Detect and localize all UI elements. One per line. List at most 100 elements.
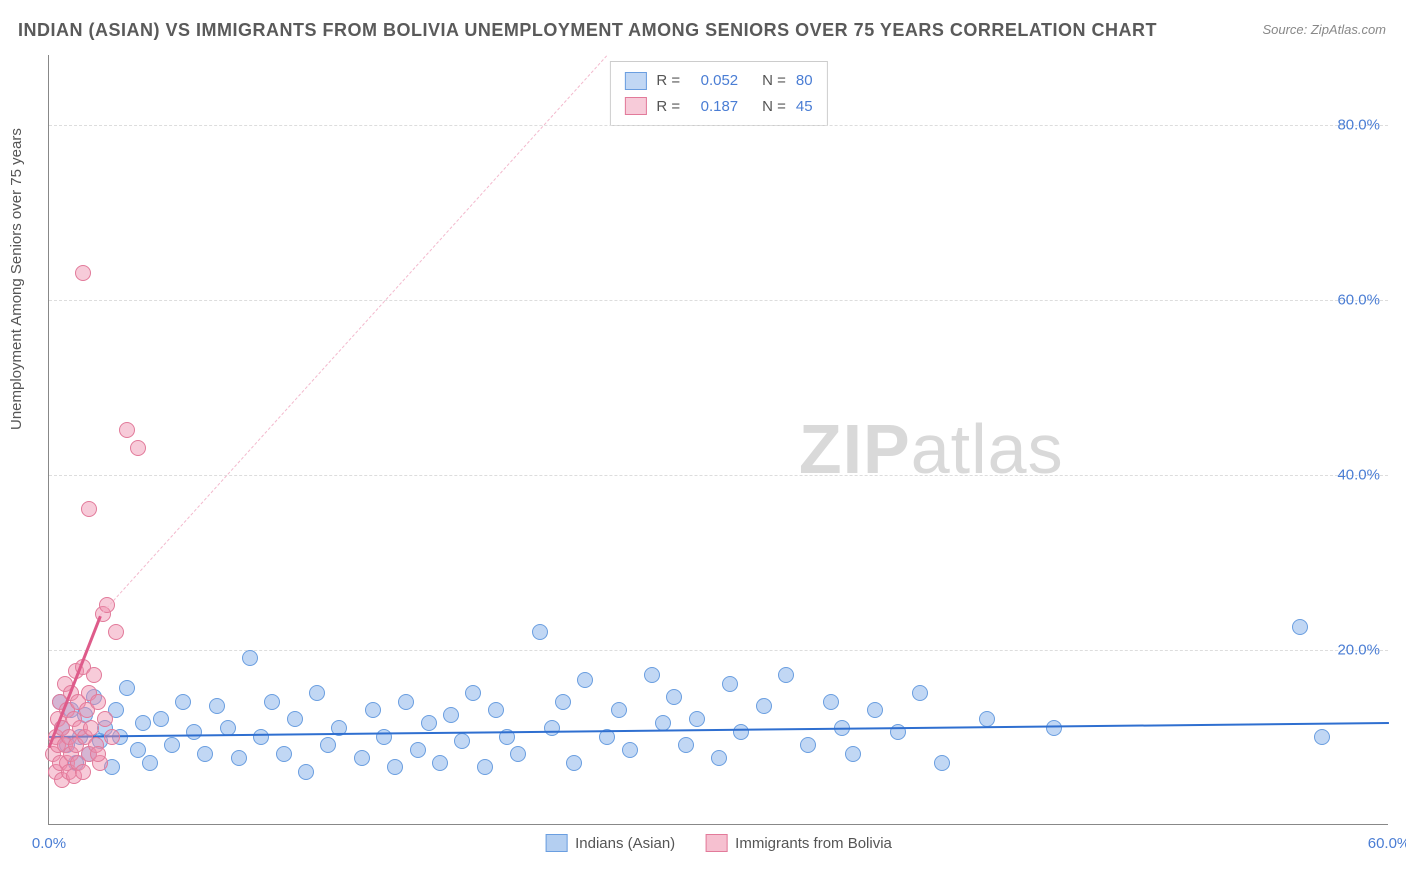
legend-r-value: 0.187 [690, 94, 738, 120]
data-point [142, 755, 158, 771]
data-point [135, 715, 151, 731]
data-point [532, 624, 548, 640]
data-point [90, 746, 106, 762]
data-point [465, 685, 481, 701]
data-point [644, 667, 660, 683]
data-point [867, 702, 883, 718]
data-point [555, 694, 571, 710]
data-point [566, 755, 582, 771]
legend-row: R = 0.052 N = 80 [624, 68, 812, 94]
legend-n-label: N = [762, 94, 786, 120]
data-point [800, 737, 816, 753]
data-point [611, 702, 627, 718]
trend-line [49, 722, 1389, 738]
legend-swatch [705, 834, 727, 852]
data-point [778, 667, 794, 683]
data-point [979, 711, 995, 727]
series-legend: Indians (Asian) Immigrants from Bolivia [545, 834, 892, 852]
data-point [510, 746, 526, 762]
legend-item: Immigrants from Bolivia [705, 834, 892, 852]
data-point [175, 694, 191, 710]
data-point [365, 702, 381, 718]
legend-swatch [624, 97, 646, 115]
legend-r-value: 0.052 [690, 68, 738, 94]
data-point [912, 685, 928, 701]
y-tick-label: 40.0% [1337, 467, 1380, 484]
data-point [622, 742, 638, 758]
data-point [733, 724, 749, 740]
data-point [544, 720, 560, 736]
legend-r-label: R = [656, 68, 680, 94]
data-point [231, 750, 247, 766]
data-point [443, 707, 459, 723]
data-point [186, 724, 202, 740]
data-point [130, 440, 146, 456]
legend-row: R =0.187N =45 [624, 94, 812, 120]
data-point [387, 759, 403, 775]
legend-item: Indians (Asian) [545, 834, 675, 852]
data-point [264, 694, 280, 710]
data-point [75, 265, 91, 281]
data-point [1292, 619, 1308, 635]
data-point [454, 733, 470, 749]
correlation-legend: R = 0.052 N = 80R = 0.187 N = 45 [609, 61, 827, 126]
data-point [298, 764, 314, 780]
x-tick-label: 60.0% [1368, 835, 1406, 852]
data-point [197, 746, 213, 762]
gridline [49, 300, 1388, 301]
data-point [209, 698, 225, 714]
data-point [86, 667, 102, 683]
trend-line [100, 55, 608, 616]
data-point [678, 737, 694, 753]
data-point [164, 737, 180, 753]
legend-n-value: 45 [796, 94, 813, 120]
data-point [410, 742, 426, 758]
data-point [845, 746, 861, 762]
y-axis-label: Unemployment Among Seniors over 75 years [8, 128, 25, 430]
data-point [97, 711, 113, 727]
data-point [689, 711, 705, 727]
source-attribution: Source: ZipAtlas.com [1262, 22, 1386, 37]
data-point [722, 676, 738, 692]
data-point [75, 764, 91, 780]
legend-label: Indians (Asian) [575, 835, 675, 852]
y-tick-label: 80.0% [1337, 117, 1380, 134]
data-point [421, 715, 437, 731]
data-point [398, 694, 414, 710]
legend-n-label: N = [762, 68, 786, 94]
data-point [153, 711, 169, 727]
legend-swatch [624, 72, 646, 90]
data-point [432, 755, 448, 771]
legend-label: Immigrants from Bolivia [735, 835, 892, 852]
data-point [287, 711, 303, 727]
y-tick-label: 60.0% [1337, 292, 1380, 309]
data-point [242, 650, 258, 666]
legend-swatch [545, 834, 567, 852]
gridline [49, 475, 1388, 476]
data-point [756, 698, 772, 714]
data-point [253, 729, 269, 745]
data-point [934, 755, 950, 771]
data-point [823, 694, 839, 710]
data-point [81, 501, 97, 517]
y-tick-label: 20.0% [1337, 642, 1380, 659]
data-point [711, 750, 727, 766]
data-point [119, 422, 135, 438]
data-point [119, 680, 135, 696]
data-point [477, 759, 493, 775]
data-point [577, 672, 593, 688]
watermark: ZIPatlas [799, 409, 1064, 489]
gridline [49, 125, 1388, 126]
data-point [488, 702, 504, 718]
data-point [90, 694, 106, 710]
data-point [1314, 729, 1330, 745]
data-point [309, 685, 325, 701]
legend-n-value: 80 [796, 68, 813, 94]
data-point [108, 624, 124, 640]
chart-title: INDIAN (ASIAN) VS IMMIGRANTS FROM BOLIVI… [18, 20, 1157, 41]
data-point [354, 750, 370, 766]
data-point [666, 689, 682, 705]
scatter-chart: ZIPatlas R =0.052N =80R =0.187N =45 Indi… [48, 55, 1388, 825]
x-tick-label: 0.0% [32, 835, 66, 852]
data-point [1046, 720, 1062, 736]
